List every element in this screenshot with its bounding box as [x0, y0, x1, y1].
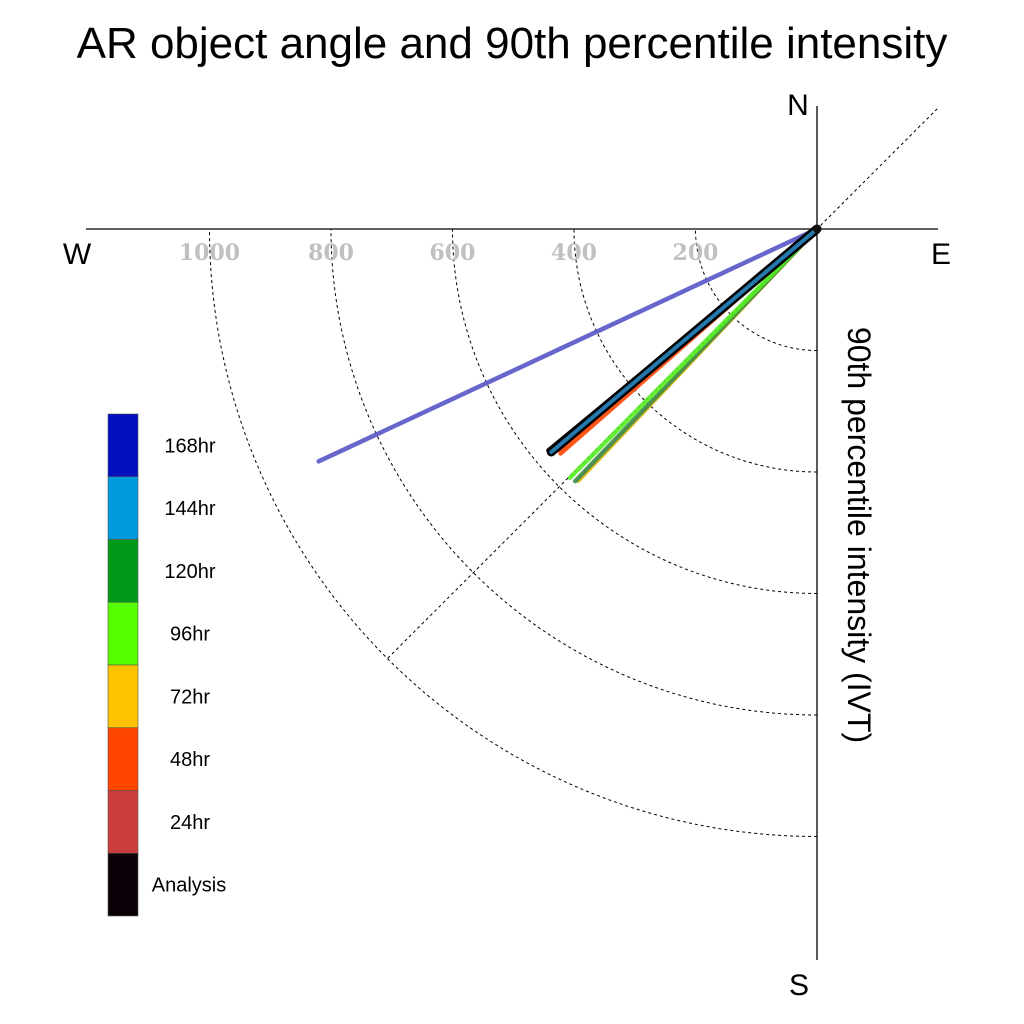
origin-marker [813, 225, 821, 233]
legend-label: 48hr [170, 749, 210, 771]
series-vectors [316, 224, 822, 484]
legend-swatch-96hr [107, 601, 139, 666]
legend-label: 96hr [170, 624, 210, 646]
grid-arc [452, 228, 818, 594]
compass-east: E [931, 238, 951, 271]
vector-168hr [316, 226, 820, 464]
grid-arc [695, 228, 818, 351]
legend-label: 72hr [170, 686, 210, 708]
compass-south: S [789, 969, 809, 1002]
grid-arc [573, 228, 818, 473]
compass-west: W [63, 238, 92, 271]
radial-axis-label: 90th percentile intensity (IVT) [841, 327, 877, 743]
legend-swatch-120hr [107, 539, 139, 603]
tick-label: 400 [551, 240, 597, 266]
tick-label: 200 [673, 240, 719, 266]
radial-tick-labels: 200 400 600 800 1000 [179, 240, 719, 266]
legend-label: 144hr [164, 498, 215, 520]
grid-arc [330, 228, 818, 716]
tick-label: 800 [308, 240, 354, 266]
polar-grid [209, 108, 938, 837]
tick-label: 1000 [179, 240, 240, 266]
vector-96hr [567, 226, 820, 480]
legend-label: 168hr [164, 435, 215, 457]
compass-axes: N E S W [63, 89, 951, 1002]
legend-label: Analysis [152, 875, 226, 897]
vector-144hr [549, 227, 819, 454]
legend-swatch-144hr [107, 476, 139, 540]
legend-swatch-48hr [107, 727, 139, 791]
legend: 168hr 144hr 120hr 96hr 72hr 48hr 24hr Analysis [107, 413, 226, 917]
legend-swatch-24hr [107, 790, 139, 854]
tick-label: 600 [430, 240, 476, 266]
legend-swatch-72hr [107, 664, 139, 729]
chart-title: AR object angle and 90th percentile inte… [77, 19, 948, 68]
compass-north: N [787, 89, 809, 122]
grid-arc [209, 228, 818, 837]
legend-swatch-168hr [107, 413, 139, 478]
legend-label: 24hr [170, 812, 210, 834]
legend-swatch-analysis [107, 852, 139, 917]
legend-label: 120hr [164, 561, 215, 583]
